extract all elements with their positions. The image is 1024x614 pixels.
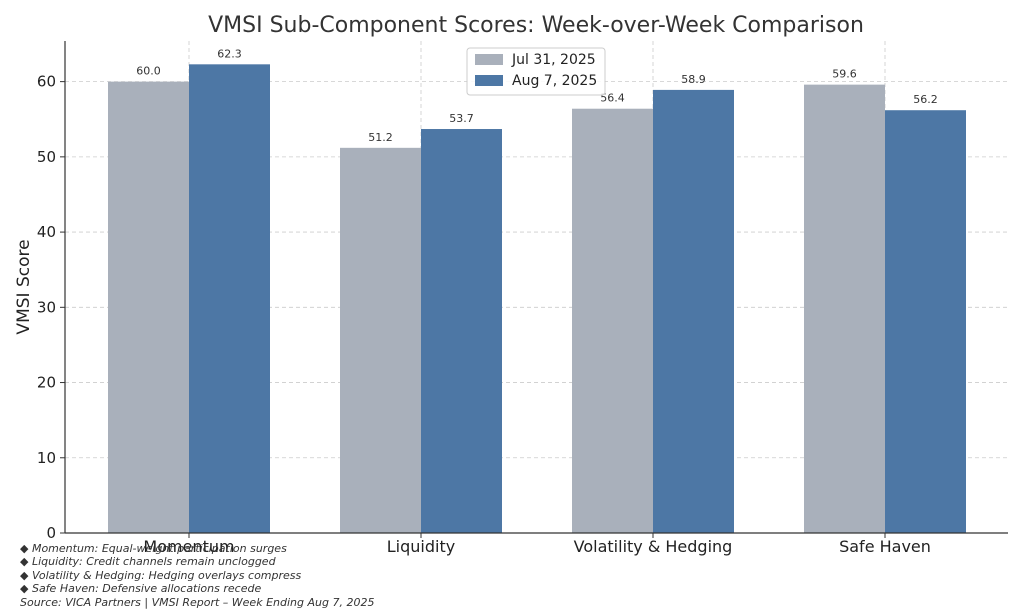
x-tick-label: Momentum [143,537,234,556]
y-tick-label: 20 [37,374,56,392]
notes-block: ◆ Momentum: Equal-weight participation s… [20,542,374,609]
data-label: 51.2 [368,131,393,144]
bar [421,129,502,533]
note-liquidity: ◆ Liquidity: Credit channels remain uncl… [20,555,276,569]
data-label: 58.9 [681,73,706,86]
data-label: 59.6 [832,68,857,81]
x-tick-label: Liquidity [387,537,455,556]
y-axis-label: VMSI Score [14,239,34,334]
legend-label: Jul 31, 2025 [511,52,596,68]
y-tick-label: 50 [37,148,56,166]
data-label: 56.2 [913,93,938,106]
bar [885,110,966,534]
source-note: Source: VICA Partners | VMSI Report – We… [20,595,375,609]
data-label: 60.0 [136,65,161,78]
chart-title: VMSI Sub-Component Scores: Week-over-Wee… [208,13,864,38]
note-volatility-hedging: ◆ Volatility & Hedging: Hedging overlays… [20,568,302,582]
axes [64,41,1008,534]
legend-label: Aug 7, 2025 [512,73,597,89]
legend-swatch [475,54,503,65]
bars [108,64,966,534]
data-label: 53.7 [449,112,474,125]
legend[interactable]: Jul 31, 2025 Aug 7, 2025 [466,47,606,96]
y-tick-label: 30 [37,298,56,316]
y-tick-label: 0 [46,524,56,542]
bar [108,81,189,534]
x-tick-label: Safe Haven [839,537,931,556]
y-tick-label: 10 [37,449,56,467]
bar [340,147,421,533]
y-tick-label: 40 [37,223,56,241]
note-momentum: ◆ Momentum: Equal-weight participation s… [20,542,287,555]
bar [653,89,734,534]
bar [189,64,270,533]
y-ticks: 0 10 20 30 40 50 60 [37,73,65,542]
bar [572,108,653,533]
bar [804,84,885,533]
x-ticks: Momentum Liquidity Volatility & Hedging Saf… [143,533,931,556]
note-safe-haven: ◆ Safe Haven: Defensive allocations rece… [20,582,262,596]
data-labels: 60.0 51.2 56.4 59.6 62.3 53.7 58.9 56.2 [136,47,938,144]
data-label: 62.3 [217,47,242,60]
legend-swatch [475,75,503,86]
y-tick-label: 60 [37,73,56,91]
x-tick-label: Volatility & Hedging [574,537,733,556]
data-label: 56.4 [600,92,625,105]
